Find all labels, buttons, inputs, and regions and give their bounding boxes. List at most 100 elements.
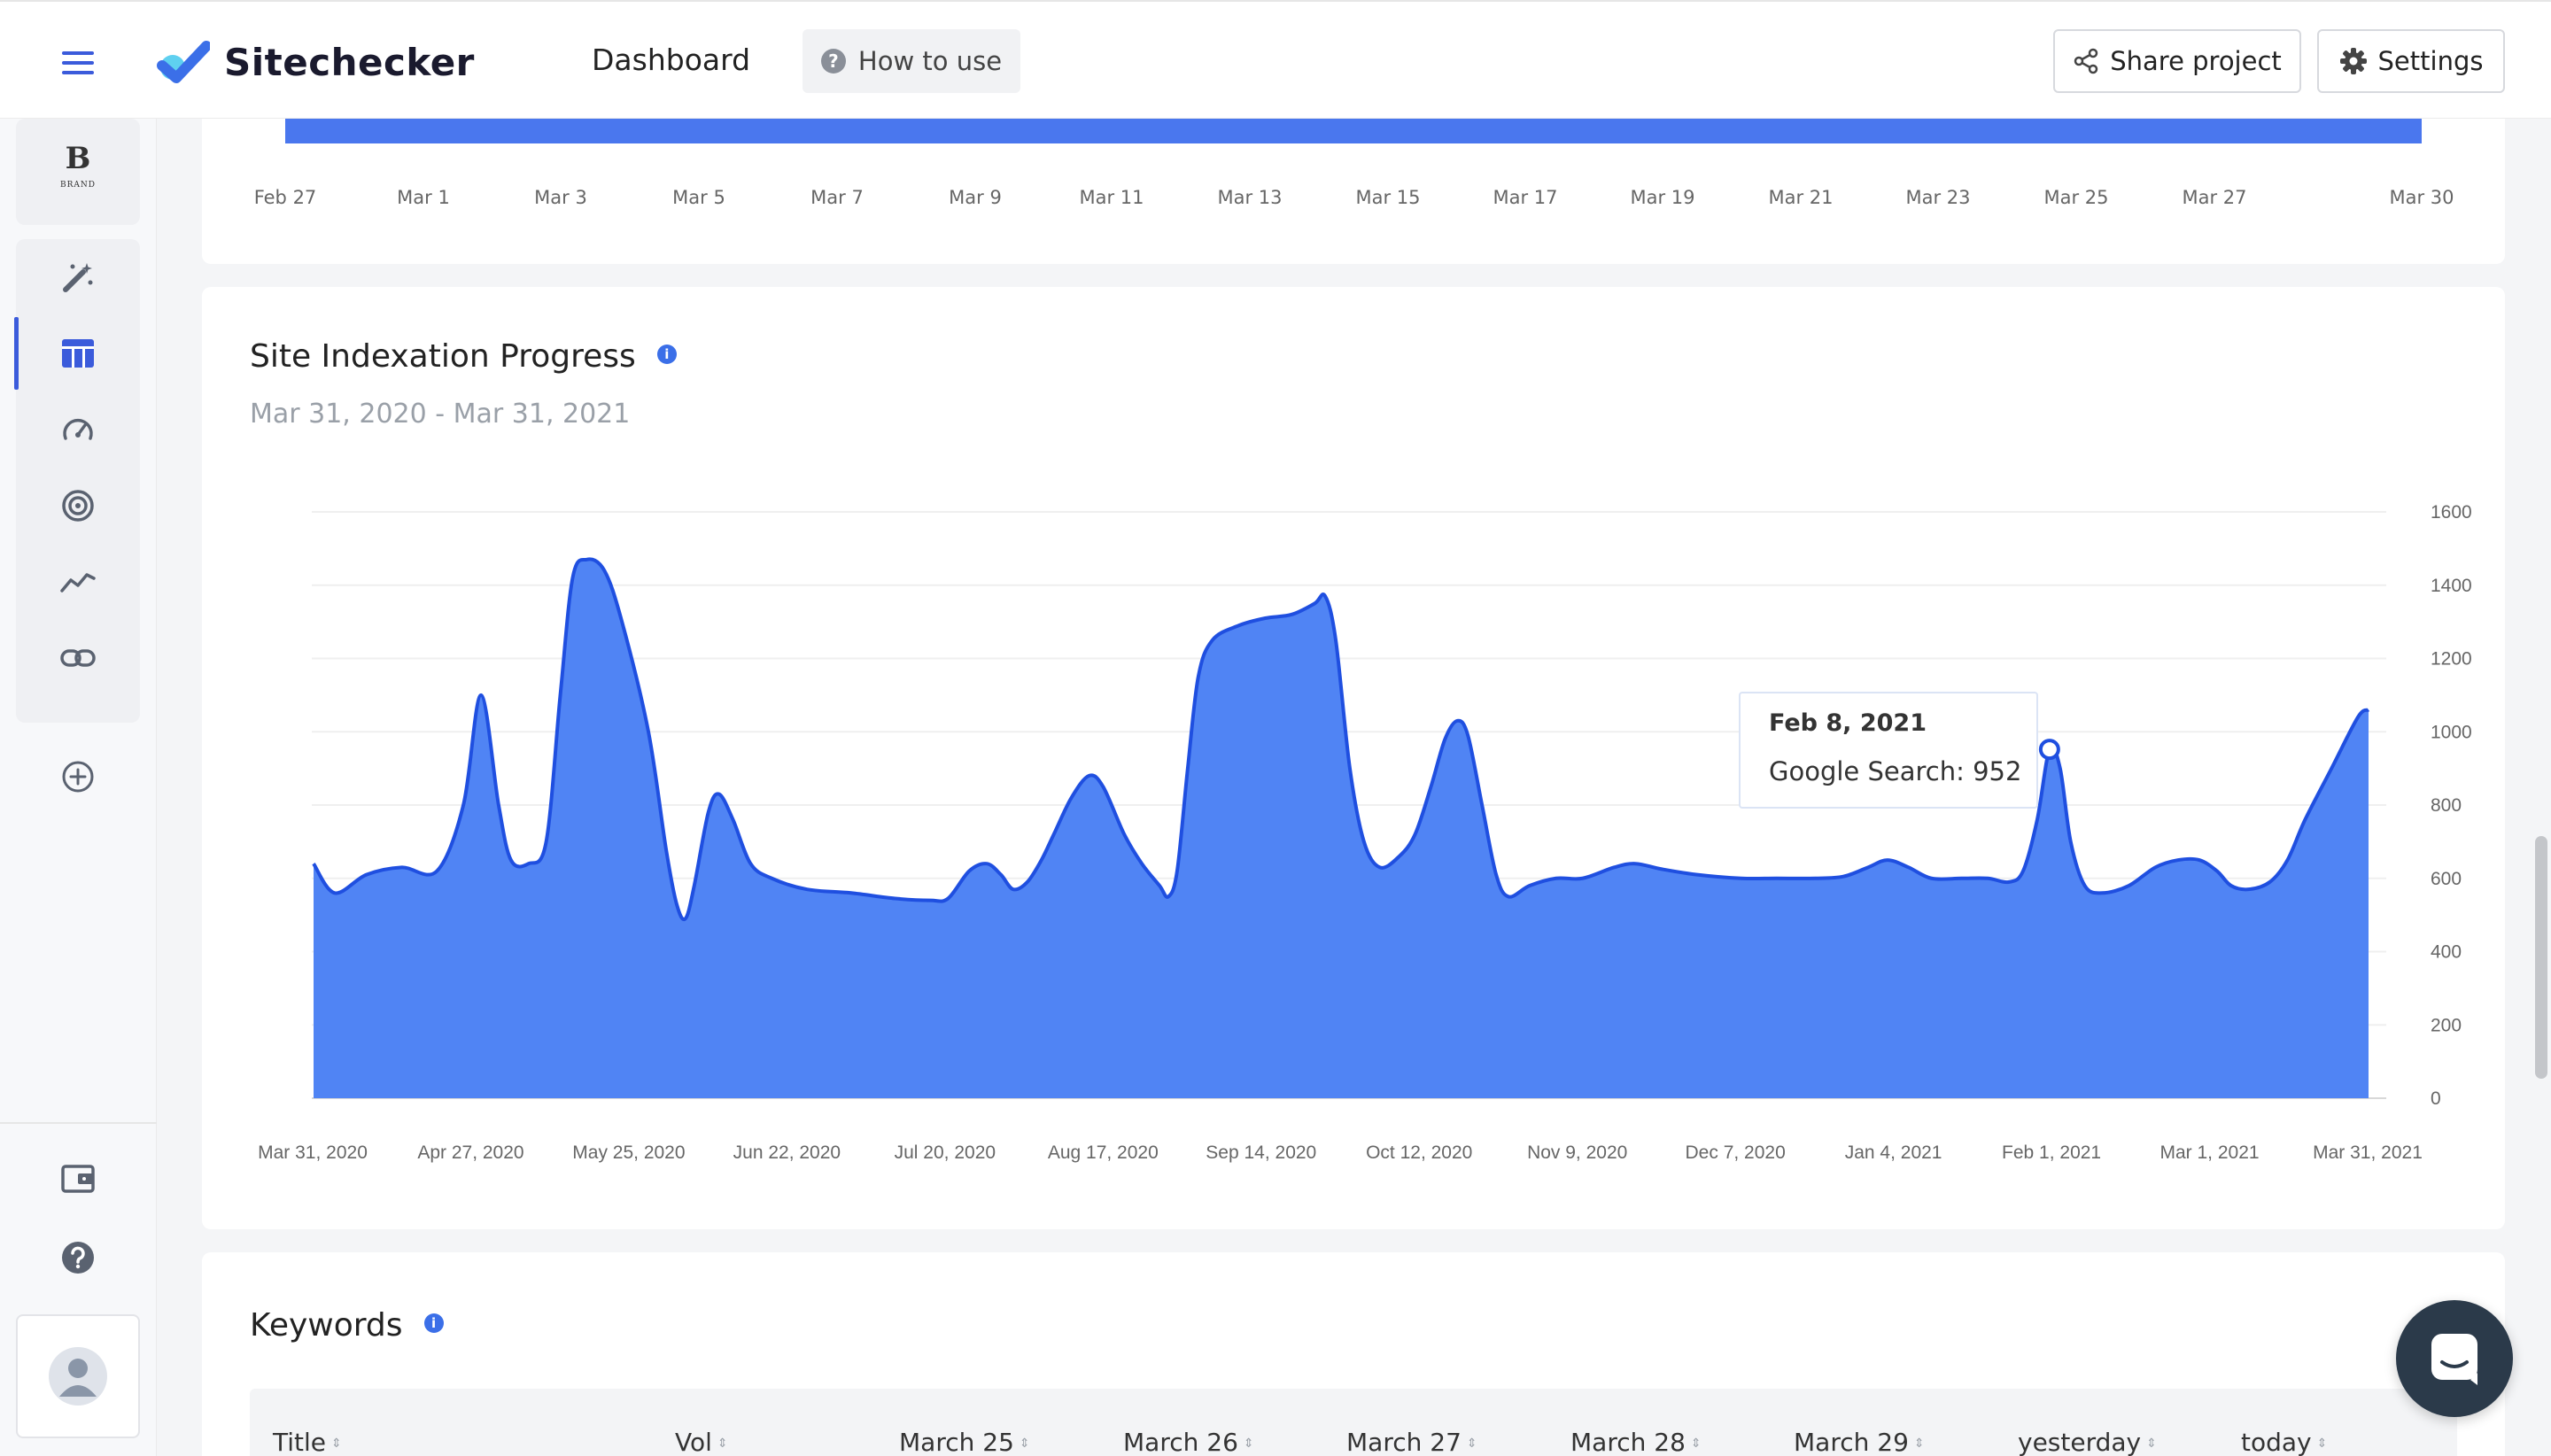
- y-tick-label: 1000: [2431, 722, 2472, 742]
- tooltip-value: Google Search: 952: [1769, 756, 2022, 786]
- trend-line-icon: [60, 573, 96, 592]
- page-title[interactable]: Dashboard: [592, 43, 751, 77]
- info-icon[interactable]: i: [423, 1313, 444, 1333]
- project-logo: B BRAND: [60, 143, 96, 198]
- crawl-x-tick-label: Mar 23: [1905, 187, 1971, 208]
- highlight-point: [2038, 739, 2060, 761]
- crawl-x-tick-label: Mar 15: [1355, 187, 1421, 208]
- chart-tooltip: Feb 8, 2021 Google Search: 952: [1739, 692, 2038, 809]
- keywords-column-header[interactable]: March 28 ⇕: [1570, 1428, 1702, 1456]
- sidebar-item-help[interactable]: [16, 1222, 140, 1293]
- x-tick-label: Oct 12, 2020: [1366, 1142, 1472, 1163]
- gear-icon: [2339, 48, 2367, 74]
- site-indexation-card: Site Indexation Progress i Mar 31, 2020 -…: [202, 287, 2505, 1229]
- sort-icon[interactable]: ⇕: [1913, 1437, 1925, 1451]
- table-icon: [62, 339, 94, 368]
- question-icon: ?: [820, 49, 846, 74]
- crawl-x-tick-label: Mar 17: [1493, 187, 1558, 208]
- keywords-column-header[interactable]: Title ⇕: [273, 1428, 342, 1456]
- sidebar-item-dashboard[interactable]: [14, 315, 140, 391]
- y-tick-label: 1600: [2431, 502, 2472, 523]
- x-tick-label: May 25, 2020: [572, 1142, 685, 1163]
- column-header-label: Title: [273, 1428, 327, 1456]
- crawl-x-tick-label: Mar 25: [2043, 187, 2109, 208]
- chat-icon: [2431, 1334, 2477, 1385]
- keywords-column-header[interactable]: March 27 ⇕: [1346, 1428, 1477, 1456]
- share-project-label: Share project: [2110, 46, 2282, 76]
- y-tick-label: 200: [2431, 1015, 2462, 1035]
- help-icon: [62, 1242, 94, 1274]
- chat-widget-button[interactable]: [2396, 1300, 2513, 1417]
- y-tick-label: 1200: [2431, 649, 2472, 670]
- menu-icon[interactable]: [62, 51, 94, 74]
- crawl-x-tick-label: Mar 1: [397, 187, 450, 208]
- user-avatar-icon: [49, 1347, 107, 1406]
- column-header-label: March 29: [1794, 1428, 1909, 1456]
- target-icon: [62, 490, 94, 522]
- y-tick-label: 800: [2431, 795, 2462, 816]
- add-project-button[interactable]: [16, 739, 140, 815]
- y-tick-label: 0: [2431, 1088, 2441, 1109]
- project-logo-caption: BRAND: [60, 181, 96, 190]
- plus-circle-icon: [62, 761, 94, 793]
- site-indexation-date-range: Mar 31, 2020 - Mar 31, 2021: [250, 399, 631, 430]
- sidebar-item-rank-tracker[interactable]: [16, 468, 140, 544]
- keywords-card: Keywords i: [202, 1252, 2505, 1456]
- x-tick-label: Jul 20, 2020: [895, 1142, 996, 1163]
- sidebar-item-traffic[interactable]: [16, 544, 140, 620]
- sort-icon[interactable]: ⇕: [1466, 1437, 1477, 1451]
- sidebar-item-performance[interactable]: [16, 391, 140, 468]
- x-tick-label: Sep 14, 2020: [1206, 1142, 1316, 1163]
- site-indexation-chart: 0 200 400 600 800 1000 1200 1400 1600 Mar 31, 202…: [258, 502, 2472, 1163]
- info-icon[interactable]: i: [656, 345, 677, 364]
- share-icon: [2074, 48, 2098, 74]
- crawl-x-tick-label: Mar 19: [1630, 187, 1695, 208]
- google-search-area: [314, 559, 2369, 1098]
- x-tick-label: Mar 31, 2020: [258, 1142, 368, 1163]
- sort-icon[interactable]: ⇕: [717, 1437, 728, 1451]
- sort-icon[interactable]: ⇕: [1019, 1437, 1030, 1451]
- keywords-title: Keywords i: [250, 1307, 444, 1344]
- keywords-column-header[interactable]: March 25 ⇕: [899, 1428, 1030, 1456]
- keywords-column-header[interactable]: yesterday ⇕: [2018, 1428, 2157, 1456]
- project-switcher[interactable]: B BRAND: [16, 119, 140, 225]
- sidebar: B BRAND: [0, 119, 157, 1456]
- keywords-title-text: Keywords: [250, 1307, 403, 1344]
- x-tick-label: Dec 7, 2020: [1686, 1142, 1786, 1163]
- site-indexation-title-text: Site Indexation Progress: [250, 338, 636, 375]
- crawl-x-tick-label: Mar 21: [1768, 187, 1834, 208]
- sidebar-tools: [14, 239, 140, 723]
- logo[interactable]: Sitechecker: [155, 37, 475, 87]
- sidebar-item-site-audit[interactable]: [16, 239, 140, 315]
- sort-icon[interactable]: ⇕: [1243, 1437, 1254, 1451]
- share-project-button[interactable]: Share project: [2053, 29, 2301, 93]
- x-tick-label: Jan 4, 2021: [1845, 1142, 1942, 1163]
- how-to-use-label: How to use: [857, 46, 1003, 76]
- column-header-label: Vol: [675, 1428, 712, 1456]
- avatar[interactable]: [16, 1314, 140, 1438]
- crawl-x-tick-label: Mar 27: [2182, 187, 2247, 208]
- crawl-x-tick-label: Mar 11: [1079, 187, 1144, 208]
- tooltip-date: Feb 8, 2021: [1769, 709, 1927, 737]
- page-scrollbar[interactable]: [2535, 836, 2547, 1079]
- x-tick-label: Mar 31, 2021: [2313, 1142, 2423, 1163]
- keywords-column-header[interactable]: Vol ⇕: [675, 1428, 728, 1456]
- x-tick-label: Aug 17, 2020: [1048, 1142, 1159, 1163]
- sort-icon[interactable]: ⇕: [2146, 1437, 2157, 1451]
- crawl-x-tick-label: Feb 27: [253, 187, 317, 208]
- how-to-use-button[interactable]: ? How to use: [803, 29, 1020, 93]
- keywords-column-header[interactable]: today ⇕: [2241, 1428, 2327, 1456]
- settings-button[interactable]: Settings: [2317, 29, 2505, 93]
- sidebar-item-billing[interactable]: [16, 1143, 140, 1214]
- keywords-column-header[interactable]: March 29 ⇕: [1794, 1428, 1925, 1456]
- keywords-column-header[interactable]: March 26 ⇕: [1123, 1428, 1254, 1456]
- sort-icon[interactable]: ⇕: [1690, 1437, 1702, 1451]
- wallet-icon: [61, 1165, 95, 1193]
- sidebar-item-backlinks[interactable]: [16, 620, 140, 696]
- x-tick-label: Apr 27, 2020: [417, 1142, 523, 1163]
- sort-icon[interactable]: ⇕: [2316, 1437, 2328, 1451]
- sort-icon[interactable]: ⇕: [331, 1437, 342, 1451]
- column-header-label: March 28: [1570, 1428, 1686, 1456]
- sidebar-divider: [0, 1122, 157, 1124]
- settings-label: Settings: [2377, 46, 2484, 76]
